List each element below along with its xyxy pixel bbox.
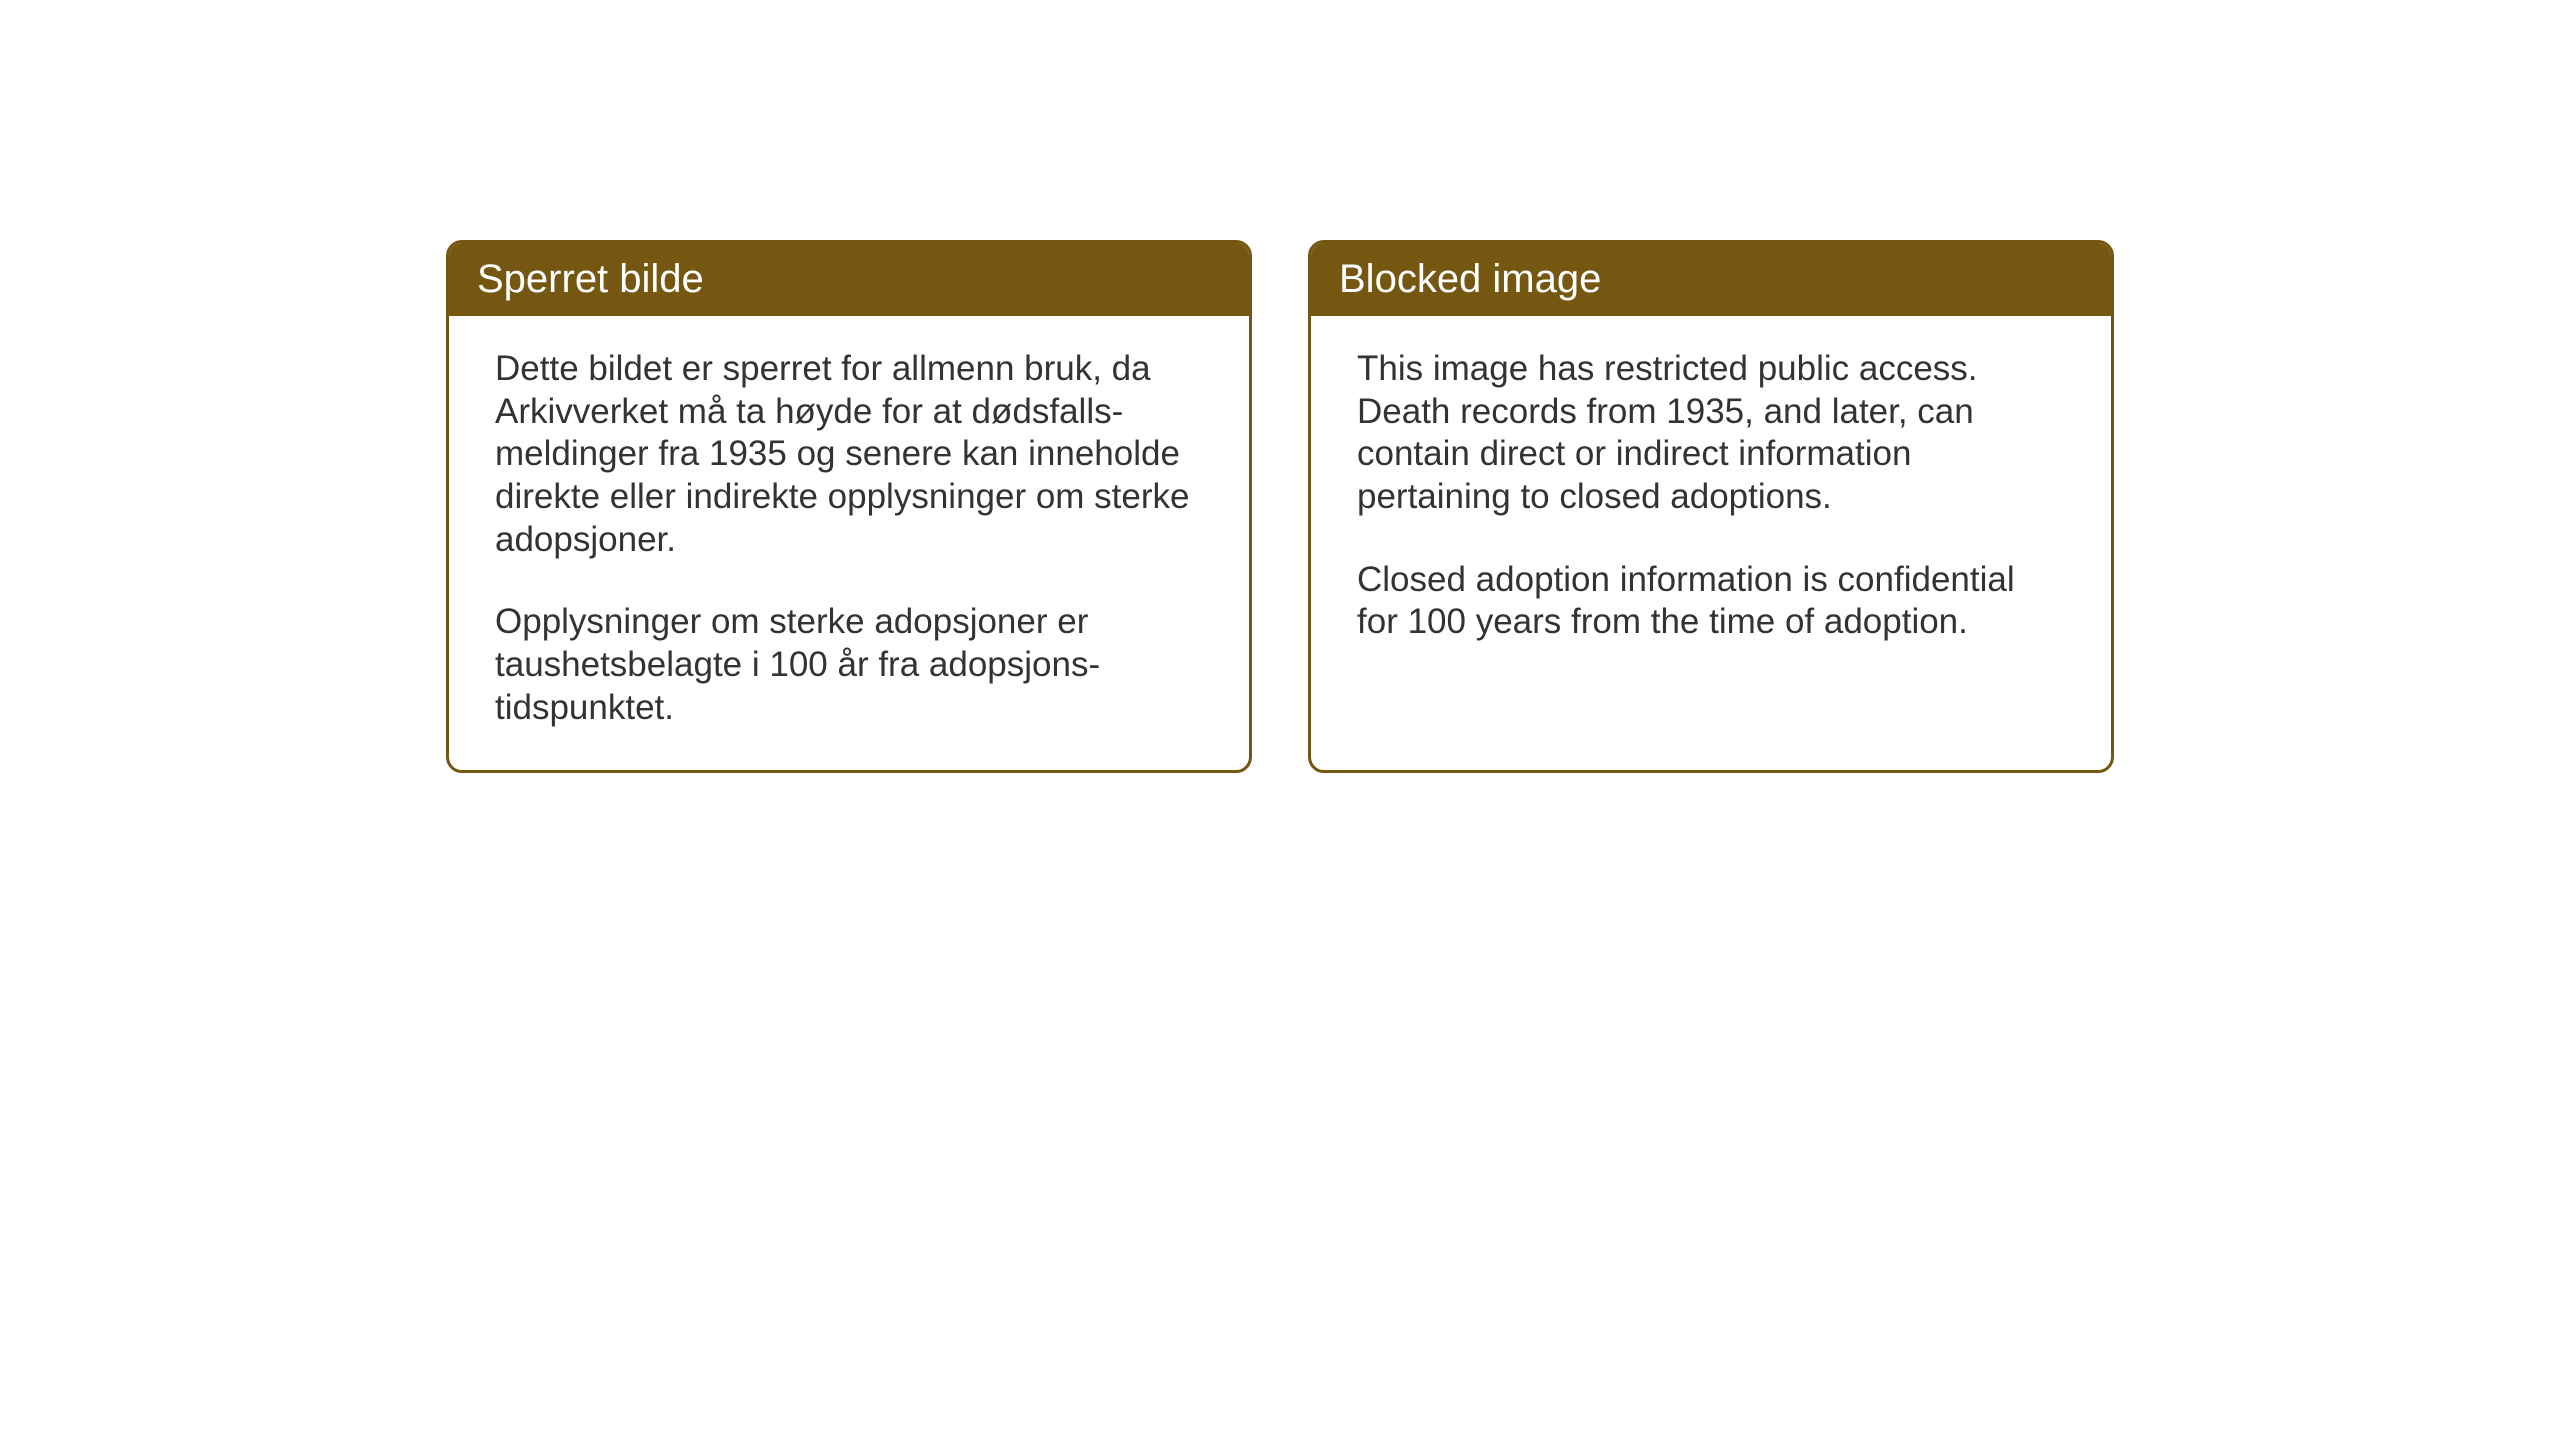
card-paragraph-2-norwegian: Opplysninger om sterke adopsjoner er tau… xyxy=(495,601,1203,729)
card-header-norwegian: Sperret bilde xyxy=(449,243,1249,316)
card-paragraph-1-english: This image has restricted public access.… xyxy=(1357,348,2065,519)
card-title-english: Blocked image xyxy=(1339,257,1601,301)
card-title-norwegian: Sperret bilde xyxy=(477,257,704,301)
notice-cards-container: Sperret bilde Dette bildet er sperret fo… xyxy=(446,240,2114,773)
card-header-english: Blocked image xyxy=(1311,243,2111,316)
notice-card-norwegian: Sperret bilde Dette bildet er sperret fo… xyxy=(446,240,1252,773)
card-body-norwegian: Dette bildet er sperret for allmenn bruk… xyxy=(449,316,1249,770)
card-body-english: This image has restricted public access.… xyxy=(1311,316,2111,684)
card-paragraph-1-norwegian: Dette bildet er sperret for allmenn bruk… xyxy=(495,348,1203,561)
card-paragraph-2-english: Closed adoption information is confident… xyxy=(1357,559,2065,644)
notice-card-english: Blocked image This image has restricted … xyxy=(1308,240,2114,773)
